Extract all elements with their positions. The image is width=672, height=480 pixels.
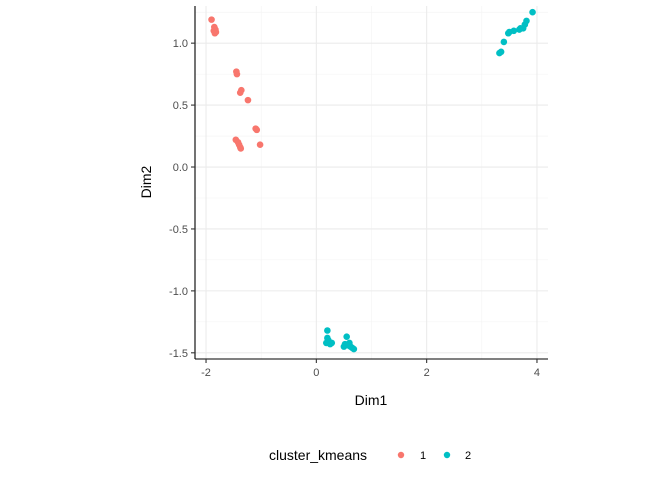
point-series-1-18 <box>256 141 264 149</box>
x-axis-title: Dim1 <box>355 392 388 408</box>
legend-label-series-2: 2 <box>465 450 471 462</box>
legend-key-series-1 <box>397 451 405 459</box>
x-tick-label-3: 4 <box>534 367 540 379</box>
legend-label-series-1: 1 <box>420 450 426 462</box>
axes <box>194 6 548 360</box>
y-tick-label-4: 0.5 <box>173 100 188 112</box>
point-series-2-25 <box>346 339 353 347</box>
point-series-2-24 <box>350 345 358 353</box>
data-points <box>208 8 536 353</box>
y-axis-title: Dim2 <box>138 165 154 198</box>
point-series-2-9 <box>500 38 508 46</box>
point-series-1-5 <box>211 29 219 37</box>
legend-key-series-2 <box>443 451 451 459</box>
point-series-2-12 <box>324 327 331 334</box>
grid-lines <box>195 6 548 359</box>
legend-title: cluster_kmeans <box>269 447 367 463</box>
x-tick-label-0: -2 <box>201 367 211 379</box>
point-series-1-12 <box>253 126 261 134</box>
tick-marks: -2 0 2 4 -1.5 -1.0 -0.5 0.0 0.5 1.0 <box>169 38 540 379</box>
point-series-1-9 <box>236 89 244 97</box>
x-tick-label-1: 0 <box>313 367 319 379</box>
y-tick-label-1: -1.0 <box>169 286 188 298</box>
point-series-1-10 <box>244 96 252 104</box>
y-tick-label-5: 1.0 <box>173 38 188 50</box>
point-series-1-17 <box>237 145 245 152</box>
legend: cluster_kmeans 1 2 <box>269 447 471 463</box>
y-tick-label-3: 0.0 <box>173 162 188 174</box>
point-series-1-7 <box>233 70 241 78</box>
point-series-1-0 <box>208 16 215 23</box>
y-tick-label-0: -1.5 <box>169 348 188 360</box>
point-series-2-5 <box>516 26 523 33</box>
point-series-2-0 <box>529 8 536 16</box>
point-series-2-18 <box>343 333 350 341</box>
point-series-2-16 <box>328 339 336 347</box>
point-series-2-8 <box>506 28 513 36</box>
y-tick-label-2: -0.5 <box>169 224 188 236</box>
x-tick-label-2: 2 <box>424 367 430 379</box>
point-series-2-11 <box>496 49 503 57</box>
point-series-2-17 <box>324 334 331 342</box>
